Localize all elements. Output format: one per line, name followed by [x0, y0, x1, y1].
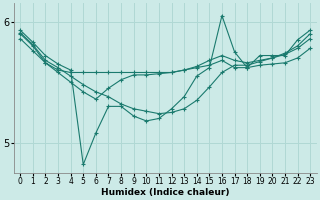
X-axis label: Humidex (Indice chaleur): Humidex (Indice chaleur): [101, 188, 229, 197]
